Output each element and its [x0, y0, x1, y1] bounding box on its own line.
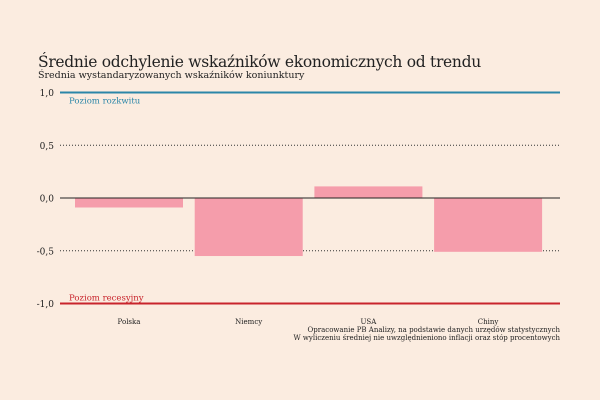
- y-tick-label: -0,5: [37, 247, 55, 257]
- x-tick-label: USA: [361, 318, 378, 326]
- y-tick-label: 0,0: [40, 195, 55, 205]
- y-tick-label: 0,5: [40, 142, 55, 152]
- bar-polska: [75, 198, 183, 208]
- source-note: Opracowanie PB Analizy, na podstawie dan…: [294, 326, 561, 342]
- note-line: W wyliczeniu średniej nie uwzględnienion…: [293, 334, 561, 342]
- reference-label: Poziom recesyjny: [69, 294, 144, 304]
- y-tick-label: 1,0: [40, 89, 55, 99]
- y-tick-label: -1,0: [37, 300, 55, 310]
- bar-niemcy: [194, 198, 303, 257]
- x-tick-label: Polska: [118, 318, 141, 326]
- bar-chiny: [434, 198, 543, 252]
- bar-usa: [314, 186, 423, 198]
- chart-subtitle: Średnia wystandaryzowanych wskaźników ko…: [38, 70, 305, 81]
- reference-label: Poziom rozkwitu: [69, 97, 141, 107]
- x-tick-label: Niemcy: [235, 318, 262, 326]
- chart-title: Średnie odchylenie wskaźników ekonomiczn…: [38, 53, 481, 71]
- source-line: Opracowanie PB Analizy, na podstawie dan…: [307, 326, 560, 334]
- x-tick-label: Chiny: [478, 318, 499, 326]
